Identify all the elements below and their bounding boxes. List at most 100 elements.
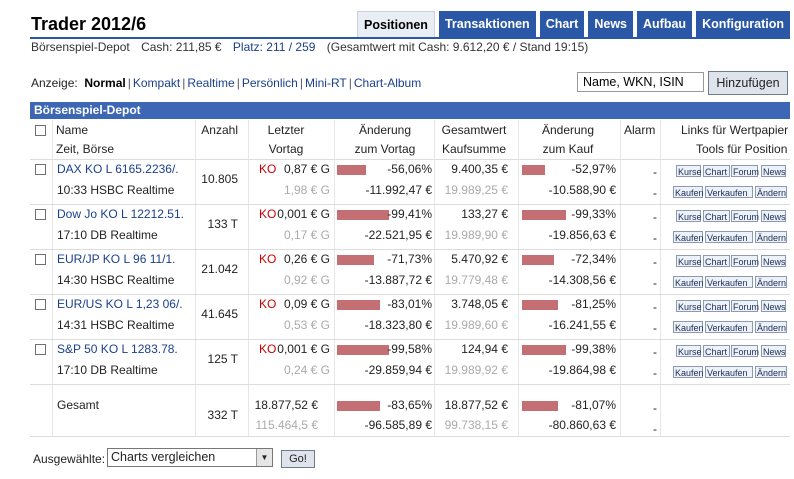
chevron-down-icon[interactable]: ▼ (256, 449, 272, 466)
ko-badge: KO (259, 342, 277, 356)
table-title: Börsenspiel-Depot (30, 102, 790, 119)
total-value: 3.748,05 € (451, 297, 508, 311)
chart-button[interactable]: Chart (703, 165, 730, 177)
row-divider (30, 384, 790, 385)
kurse-button[interactable]: Kurse (676, 345, 702, 357)
tab-konfiguration[interactable]: Konfiguration (696, 11, 790, 37)
position-quantity: 133 T (207, 217, 238, 231)
rank-link[interactable]: 211 / 259 (266, 40, 316, 54)
kaufen-button[interactable]: Kaufen (673, 366, 704, 378)
row-checkbox[interactable] (35, 209, 46, 220)
verkaufen-button[interactable]: Verkaufen (705, 276, 753, 288)
column-divider (620, 120, 621, 436)
previous-price: 1,98 € G (283, 183, 330, 197)
view-kompakt[interactable]: Kompakt (132, 76, 181, 90)
change-buy-percent: -99,38% (571, 342, 616, 356)
view-realtime[interactable]: Realtime (187, 76, 235, 90)
selected-label: Ausgewählte: (33, 452, 106, 466)
kaufen-button[interactable]: Kaufen (673, 276, 704, 288)
chart-button[interactable]: Chart (703, 345, 730, 357)
column-divider (248, 120, 249, 436)
view-mini-rt[interactable]: Mini-RT (304, 76, 347, 90)
column-divider (518, 120, 519, 436)
chart-button[interactable]: Chart (703, 210, 730, 222)
action-select[interactable]: Charts vergleichen ▼ (107, 448, 273, 467)
position-name-link[interactable]: DAX KO L 6165.2236/. (57, 162, 179, 176)
forum-button[interactable]: Forum (731, 210, 760, 222)
add-button[interactable]: Hinzufügen (708, 71, 788, 95)
cash-value: Cash: 211,85 € (141, 40, 222, 54)
select-all-checkbox[interactable] (35, 125, 46, 136)
column-divider (334, 120, 335, 436)
go-button[interactable]: Go! (281, 450, 315, 468)
total-alarm: - (653, 401, 657, 415)
alarm-value: - (653, 300, 657, 314)
kurse-button[interactable]: Kurse (676, 165, 702, 177)
news-button[interactable]: News (761, 210, 786, 222)
total-value-note: (Gesamtwert mit Cash: 9.612,20 € / Stand… (326, 40, 589, 54)
row-checkbox[interactable] (35, 254, 46, 265)
tab-transaktionen[interactable]: Transaktionen (438, 11, 536, 37)
row-checkbox[interactable] (35, 164, 46, 175)
verkaufen-button[interactable]: Verkaufen (705, 321, 753, 333)
kurse-button[interactable]: Kurse (676, 255, 702, 267)
kaufen-button[interactable]: Kaufen (673, 321, 704, 333)
verkaufen-button[interactable]: Verkaufen (705, 186, 753, 198)
total-value: 9.400,35 € (451, 162, 508, 176)
alarm-value-2: - (653, 366, 657, 380)
alarm-value: - (653, 345, 657, 359)
position-name-link[interactable]: Dow Jo KO L 12212.51. (57, 207, 184, 221)
forum-button[interactable]: Forum (731, 300, 760, 312)
kaufen-button[interactable]: Kaufen (673, 231, 704, 243)
row-checkbox[interactable] (35, 344, 46, 355)
verkaufen-button[interactable]: Verkaufen (705, 231, 753, 243)
search-input[interactable] (577, 72, 704, 92)
alarm-value-2: - (653, 276, 657, 290)
change-buy-bar (522, 345, 566, 355)
col-header-change: Änderung (358, 123, 412, 137)
tab-positionen[interactable]: Positionen (357, 11, 435, 39)
row-checkbox[interactable] (35, 299, 46, 310)
previous-price: 0,24 € G (283, 363, 330, 377)
kurse-button[interactable]: Kurse (676, 210, 702, 222)
position-name-link[interactable]: EUR/US KO L 1,23 06/. (57, 297, 183, 311)
change-buy-percent: -99,33% (571, 207, 616, 221)
change-buy-absolute: -19.856,63 € (548, 228, 616, 242)
forum-button[interactable]: Forum (731, 165, 760, 177)
total-value: 124,94 € (461, 342, 508, 356)
tab-chart[interactable]: Chart (539, 11, 585, 37)
forum-button[interactable]: Forum (731, 255, 760, 267)
aendern-button[interactable]: Ändern (755, 366, 787, 378)
chart-button[interactable]: Chart (703, 255, 730, 267)
aendern-button[interactable]: Ändern (755, 321, 787, 333)
table-bottom-divider (30, 436, 790, 437)
change-day-percent: -71,73% (387, 252, 432, 266)
forum-button[interactable]: Forum (731, 345, 760, 357)
kaufen-button[interactable]: Kaufen (673, 186, 704, 198)
aendern-button[interactable]: Ändern (755, 276, 787, 288)
news-button[interactable]: News (761, 255, 786, 267)
total-alarm-2: - (653, 422, 657, 436)
news-button[interactable]: News (761, 300, 786, 312)
change-buy-percent: -72,34% (571, 252, 616, 266)
view-normal[interactable]: Normal (84, 76, 126, 90)
aendern-button[interactable]: Ändern (755, 231, 787, 243)
view-persoenlich[interactable]: Persönlich (241, 76, 298, 90)
aendern-button[interactable]: Ändern (755, 186, 787, 198)
kurse-button[interactable]: Kurse (676, 300, 702, 312)
change-buy-percent: -81,25% (571, 297, 616, 311)
position-name-link[interactable]: EUR/JP KO L 96 11/1. (57, 252, 176, 266)
ko-badge: KO (259, 207, 277, 221)
verkaufen-button[interactable]: Verkaufen (705, 366, 753, 378)
chart-button[interactable]: Chart (703, 300, 730, 312)
alarm-value: - (653, 210, 657, 224)
position-time-exchange: 14:31 HSBC Realtime (57, 318, 175, 332)
news-button[interactable]: News (761, 165, 786, 177)
page-title: Trader 2012/6 (31, 14, 147, 34)
tab-aufbau[interactable]: Aufbau (637, 11, 693, 37)
position-name-link[interactable]: S&P 50 KO L 1283.78. (57, 342, 178, 356)
total-previous: 115.464,5 € (255, 418, 318, 432)
news-button[interactable]: News (761, 345, 786, 357)
tab-news[interactable]: News (588, 11, 633, 37)
view-chart-album[interactable]: Chart-Album (353, 76, 422, 90)
